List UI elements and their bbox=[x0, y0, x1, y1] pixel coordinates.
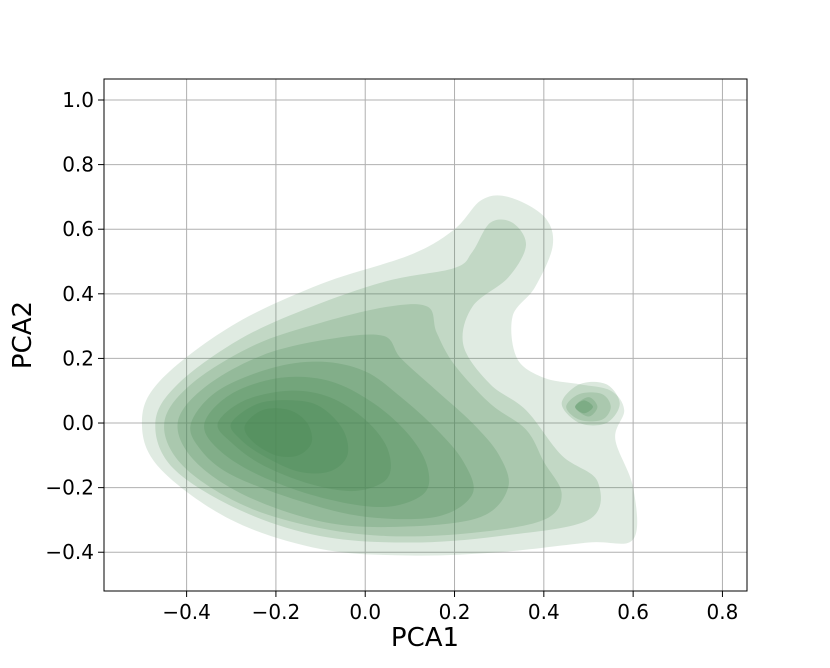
x-tick-label: 0.6 bbox=[617, 600, 649, 624]
x-axis-ticks: −0.4 −0.2 0.0 0.2 0.4 0.6 0.8 bbox=[162, 591, 738, 624]
density-contour-level-4 bbox=[177, 334, 509, 528]
plot-frame bbox=[103, 78, 748, 592]
density-contour-level-1 bbox=[141, 195, 638, 556]
density-contour-level-3 bbox=[566, 392, 611, 422]
y-tick-label: 1.0 bbox=[62, 88, 94, 112]
density-contour-level-4 bbox=[575, 397, 598, 417]
x-axis-title: PCA1 bbox=[391, 623, 459, 653]
y-tick-label: 0.0 bbox=[62, 411, 94, 435]
density-contour-level-7 bbox=[217, 390, 391, 492]
x-tick-label: −0.2 bbox=[252, 600, 301, 624]
density-contour-level-3 bbox=[164, 304, 562, 537]
x-tick-label: 0.0 bbox=[349, 600, 381, 624]
density-contours bbox=[141, 195, 638, 556]
grid-lines bbox=[104, 79, 747, 591]
y-tick-label: 0.8 bbox=[62, 153, 94, 177]
x-tick-label: 0.2 bbox=[439, 600, 471, 624]
y-axis-title: PCA2 bbox=[8, 301, 38, 369]
density-contour-level-9 bbox=[244, 408, 313, 457]
y-tick-label: −0.4 bbox=[45, 540, 94, 564]
y-tick-label: 0.6 bbox=[62, 217, 94, 241]
density-contour-level-2 bbox=[155, 219, 601, 543]
y-axis-ticks: −0.4 −0.2 0.0 0.2 0.4 0.6 0.8 1.0 bbox=[45, 88, 104, 564]
density-contour-level-8 bbox=[575, 400, 593, 414]
x-tick-label: 0.8 bbox=[707, 600, 739, 624]
density-contour-level-6 bbox=[204, 376, 430, 508]
y-tick-label: −0.2 bbox=[45, 476, 94, 500]
density-contour-level-5 bbox=[190, 361, 474, 520]
y-tick-label: 0.4 bbox=[62, 282, 94, 306]
x-tick-label: −0.4 bbox=[162, 600, 211, 624]
density-contour-level-2 bbox=[561, 381, 620, 426]
x-tick-label: 0.4 bbox=[528, 600, 560, 624]
density-contour-level-8 bbox=[230, 400, 349, 474]
y-tick-label: 0.2 bbox=[62, 346, 94, 370]
